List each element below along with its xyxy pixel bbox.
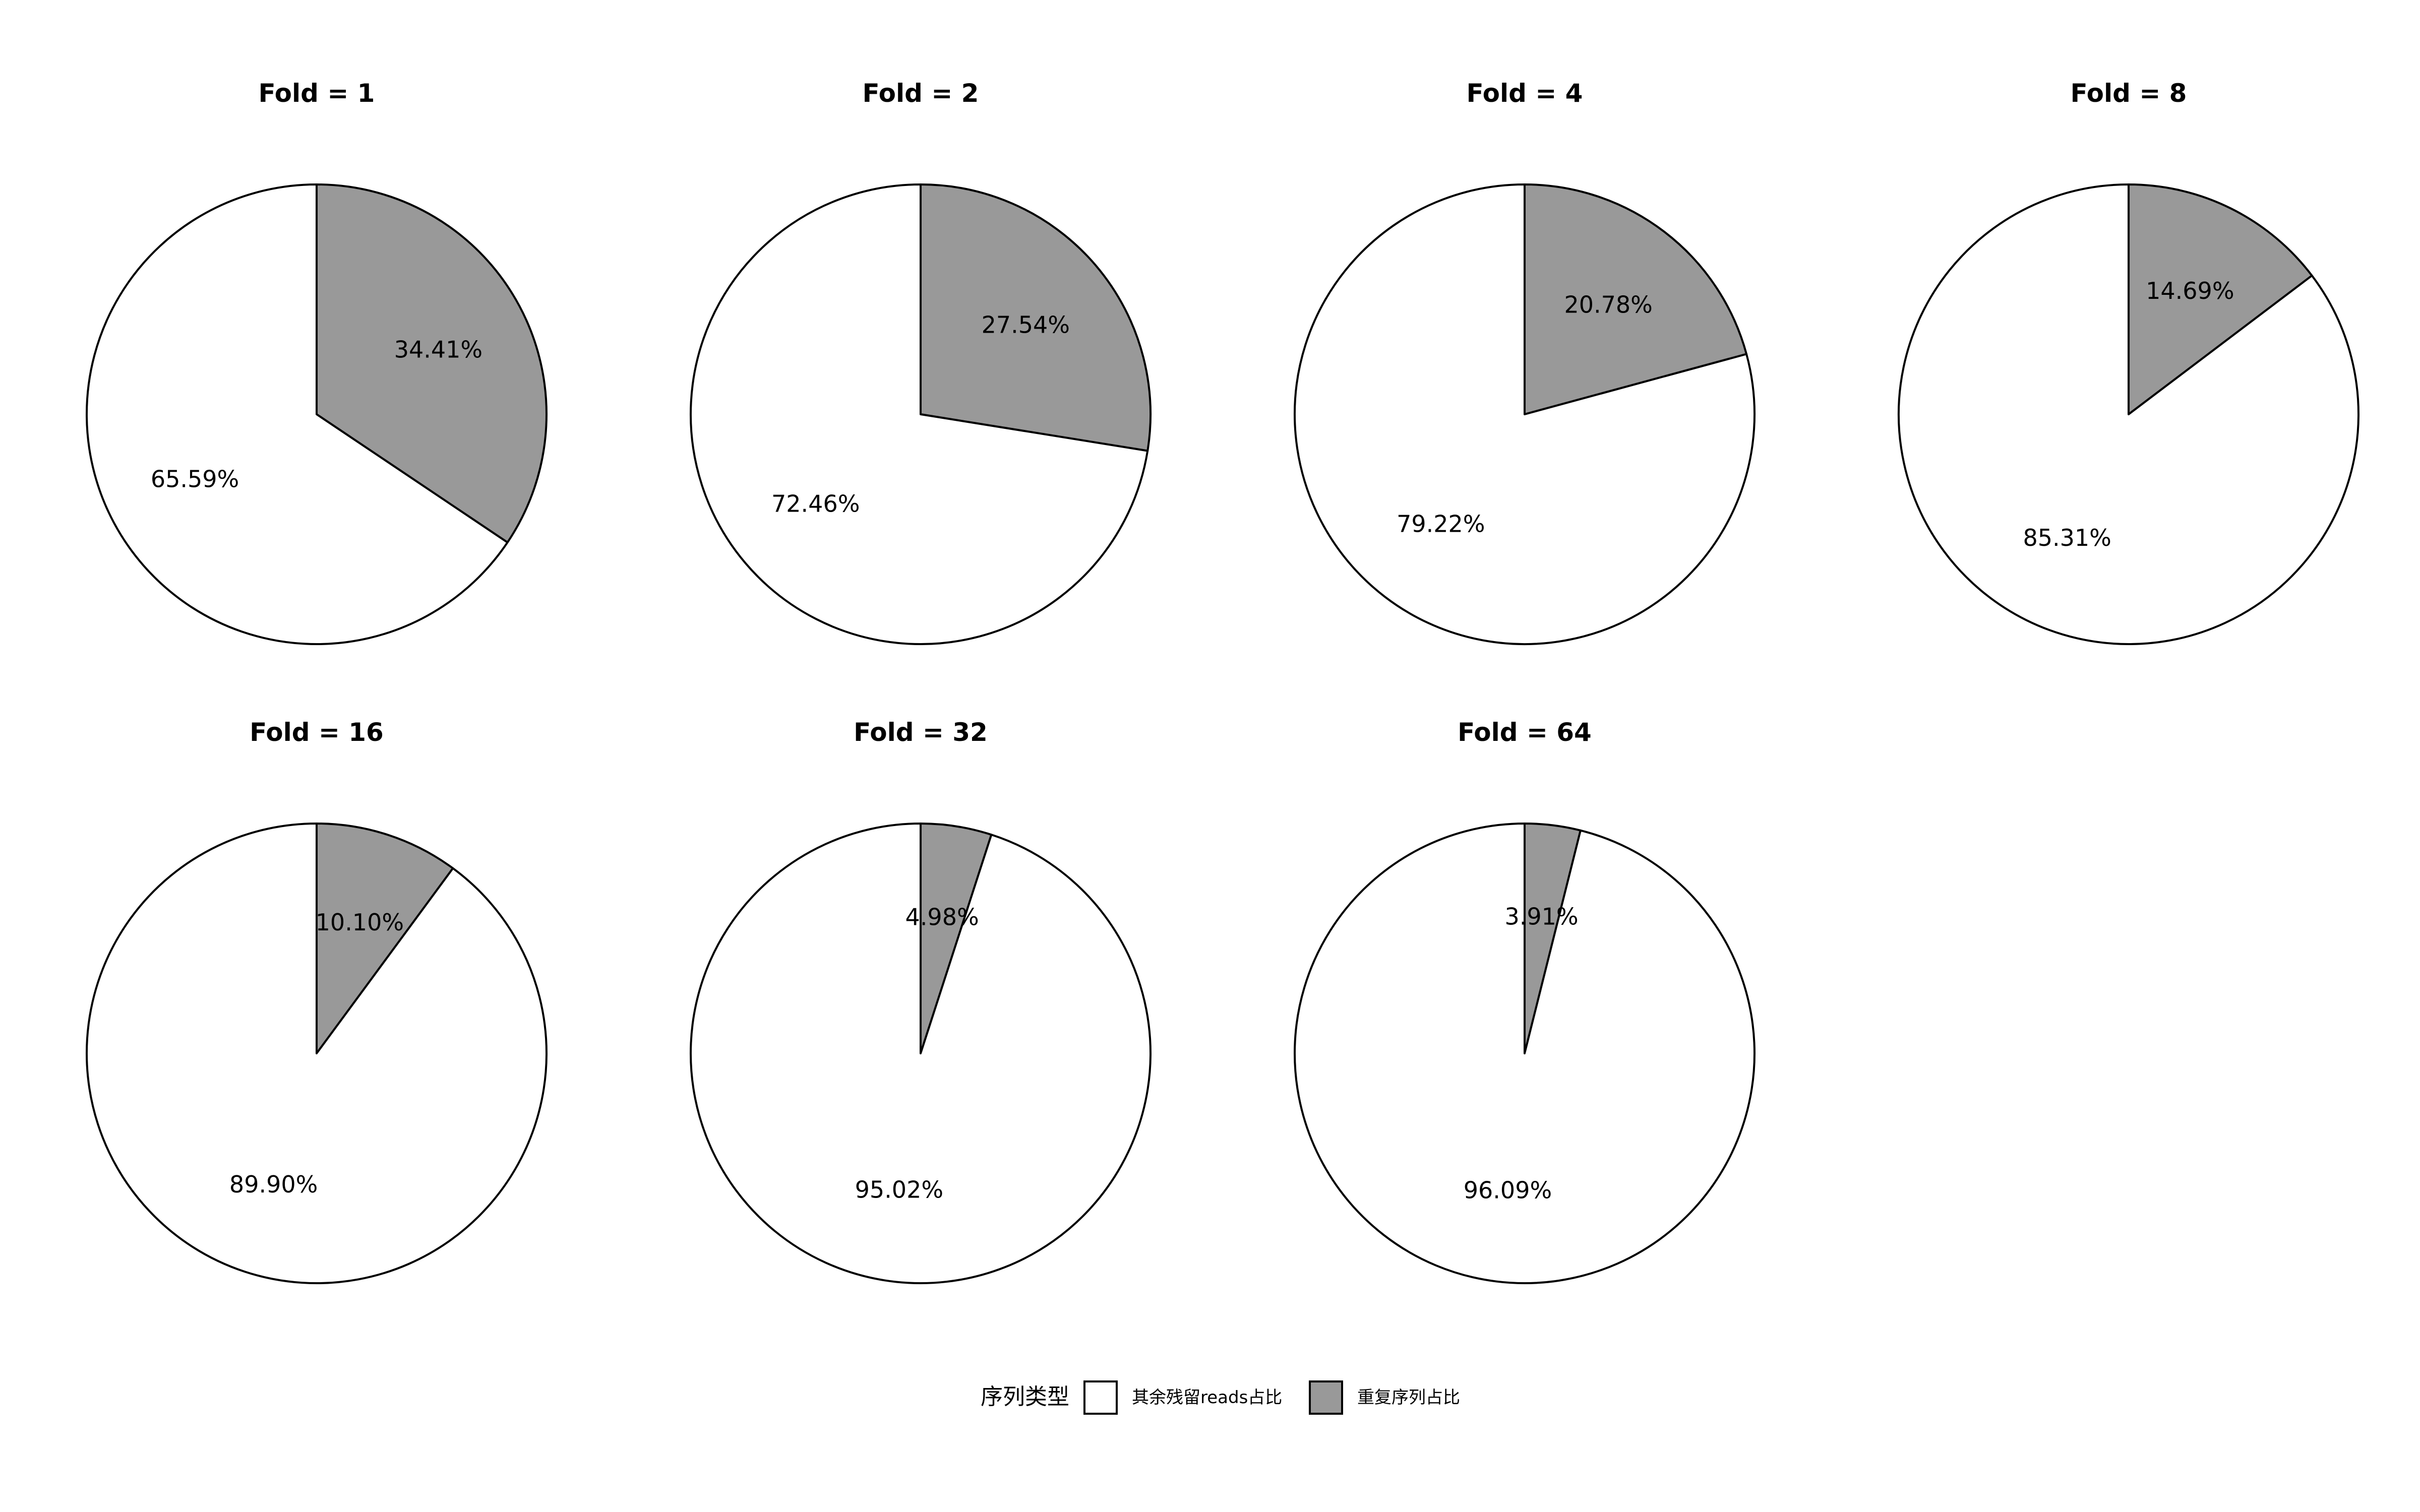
pie-slice-remaining-reads	[690, 183, 1149, 645]
pie-slice-remaining-reads	[1898, 183, 2360, 645]
slice-label-remaining-reads: 96.09%	[1464, 1177, 1552, 1204]
pie-panel-fold-2: Fold = 2 27.54% 72.46%	[690, 79, 1152, 645]
legend-label-repeat-sequences: 重复序列占比	[1357, 1388, 1460, 1408]
pie-panel-fold-32: Fold = 32 4.98% 95.02%	[690, 718, 1152, 1284]
pie-panel-fold-4: Fold = 4 20.78% 79.22%	[1294, 79, 1756, 645]
panel-title: Fold = 1	[259, 79, 375, 108]
pie-slice-remaining-reads	[86, 183, 509, 645]
slice-label-repeat-sequences: 14.69%	[2146, 277, 2234, 304]
panel-title: Fold = 4	[1467, 79, 1583, 108]
pie-slice-remaining-reads	[1294, 183, 1756, 645]
slice-label-remaining-reads: 65.59%	[151, 466, 239, 493]
pie-panel-fold-1: Fold = 1 34.41% 65.59%	[86, 79, 548, 645]
slice-label-repeat-sequences: 27.54%	[982, 311, 1070, 339]
panel-title: Fold = 32	[854, 718, 988, 747]
slice-label-repeat-sequences: 3.91%	[1504, 903, 1578, 930]
pie-panel-fold-16: Fold = 16 10.10% 89.90%	[86, 718, 548, 1284]
slice-label-repeat-sequences: 10.10%	[316, 909, 404, 936]
pie-panel-fold-64: Fold = 64 3.91% 96.09%	[1294, 718, 1756, 1284]
legend-swatch-remaining-reads	[1083, 1380, 1118, 1415]
pie-slice-remaining-reads	[690, 823, 1152, 1284]
pie-slice-repeat-sequences	[316, 823, 454, 1054]
panel-title: Fold = 64	[1458, 718, 1592, 747]
legend-swatch-repeat-sequences	[1309, 1380, 1343, 1415]
panel-title: Fold = 2	[863, 79, 979, 108]
legend-title: 序列类型	[981, 1384, 1069, 1410]
slice-label-repeat-sequences: 34.41%	[394, 336, 482, 363]
legend-label-remaining-reads: 其余残留reads占比	[1132, 1388, 1282, 1408]
pie-slice-repeat-sequences	[1524, 183, 1748, 415]
slice-label-remaining-reads: 72.46%	[771, 490, 860, 517]
slice-label-repeat-sequences: 20.78%	[1564, 291, 1652, 319]
panel-title: Fold = 8	[2071, 79, 2187, 108]
pie-panels: Fold = 1 34.41% 65.59% Fold = 2 27.54% 72.46%…	[86, 79, 2360, 1284]
slice-label-repeat-sequences: 4.98%	[905, 904, 979, 931]
legend: 序列类型 其余残留reads占比 重复序列占比	[981, 1380, 1460, 1415]
pie-slice-repeat-sequences	[920, 183, 1152, 452]
slice-label-remaining-reads: 79.22%	[1397, 510, 1485, 537]
pie-panel-fold-8: Fold = 8 14.69% 85.31%	[1898, 79, 2360, 645]
panel-title: Fold = 16	[250, 718, 384, 747]
pie-slice-remaining-reads	[1294, 823, 1756, 1284]
pie-slice-remaining-reads	[86, 823, 548, 1284]
slice-label-remaining-reads: 89.90%	[229, 1171, 318, 1198]
slice-label-remaining-reads: 95.02%	[855, 1176, 943, 1203]
pie-slice-repeat-sequences	[2128, 183, 2313, 415]
pie-slice-repeat-sequences	[316, 183, 548, 544]
slice-label-remaining-reads: 85.31%	[2023, 524, 2111, 551]
